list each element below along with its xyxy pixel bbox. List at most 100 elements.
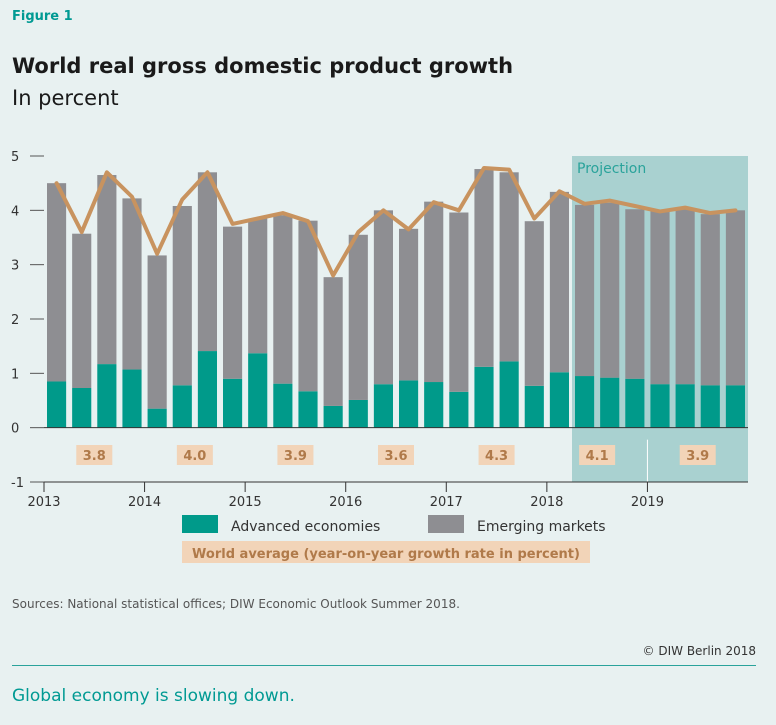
legend-label-advanced: Advanced economies — [231, 519, 380, 535]
bar-emerging — [575, 204, 595, 377]
bar-advanced — [399, 380, 419, 428]
bar-emerging — [449, 212, 469, 392]
legend-label-emerging: Emerging markets — [477, 519, 606, 535]
bar-emerging — [549, 191, 569, 373]
bar-emerging — [600, 202, 620, 378]
bar-advanced — [348, 399, 368, 428]
x-tick-label: 2015 — [229, 495, 262, 510]
figure-label: Figure 1 — [12, 9, 73, 24]
footer-caption: Global economy is slowing down. — [12, 686, 295, 706]
annual-average-value: 3.9 — [686, 449, 709, 464]
bar-emerging — [172, 205, 192, 386]
bar-advanced — [449, 391, 469, 428]
bar-advanced — [47, 381, 67, 428]
projection-label: Projection — [577, 161, 646, 177]
y-tick-label: 4 — [11, 204, 19, 219]
bar-advanced — [223, 378, 243, 428]
y-tick-label: 3 — [11, 259, 19, 274]
annual-average-box — [277, 445, 314, 465]
bar-emerging — [474, 169, 494, 367]
annual-average-value: 4.3 — [485, 449, 508, 464]
bar-advanced — [524, 385, 544, 428]
legend-swatch-advanced — [182, 515, 218, 533]
annual-average-box — [478, 445, 515, 465]
annual-average-value: 4.1 — [586, 449, 609, 464]
legend-swatch-emerging — [428, 515, 464, 533]
copyright-note: © DIW Berlin 2018 — [642, 644, 756, 658]
bar-emerging — [197, 172, 217, 352]
bar-emerging — [650, 211, 670, 385]
chart-title: World real gross domestic product growth — [12, 54, 514, 78]
bar-emerging — [675, 208, 695, 385]
bar-advanced — [172, 385, 192, 428]
sources-note: Sources: National statistical offices; D… — [12, 597, 460, 611]
bar-emerging — [524, 221, 544, 386]
bar-emerging — [373, 210, 393, 385]
bar-emerging — [323, 277, 343, 406]
x-tick-label: 2018 — [530, 495, 563, 510]
annual-average-value: 3.9 — [284, 449, 307, 464]
annual-average-box — [76, 445, 113, 465]
bar-advanced — [323, 405, 343, 428]
bar-emerging — [72, 233, 92, 389]
bar-emerging — [298, 220, 318, 392]
y-tick-label: -1 — [11, 476, 24, 491]
x-tick-label: 2016 — [329, 495, 362, 510]
bar-emerging — [499, 172, 519, 362]
bar-advanced — [625, 378, 645, 428]
bar-advanced — [600, 377, 620, 428]
y-tick-label: 2 — [11, 313, 19, 328]
y-tick-label: 0 — [11, 422, 19, 437]
bar-emerging — [223, 226, 243, 379]
annual-average-box — [176, 445, 213, 465]
bar-emerging — [248, 218, 268, 354]
bar-advanced — [273, 383, 293, 428]
bar-emerging — [97, 175, 117, 365]
bar-advanced — [474, 366, 494, 428]
annual-average-value: 4.0 — [183, 449, 206, 464]
bar-advanced — [122, 369, 142, 428]
bar-emerging — [725, 210, 745, 386]
x-tick-label: 2013 — [27, 495, 60, 510]
bar-advanced — [197, 351, 217, 428]
bar-advanced — [650, 384, 670, 428]
bar-emerging — [399, 228, 419, 381]
bar-emerging — [147, 255, 167, 409]
bar-advanced — [298, 391, 318, 428]
annual-average-box — [378, 445, 414, 465]
bar-advanced — [373, 384, 393, 428]
bar-advanced — [549, 372, 569, 428]
bar-emerging — [700, 214, 720, 386]
world-average-line — [54, 165, 738, 278]
y-tick-label: 1 — [11, 367, 19, 382]
bar-emerging — [47, 183, 67, 382]
x-tick-label: 2017 — [430, 495, 463, 510]
chart-subtitle: In percent — [12, 86, 119, 110]
bar-emerging — [122, 198, 142, 370]
bar-advanced — [675, 384, 695, 428]
bar-advanced — [575, 376, 595, 428]
legend-world-box — [182, 541, 590, 563]
bar-advanced — [72, 388, 92, 428]
bar-advanced — [700, 385, 720, 428]
legend-label-world: World average (year-on-year growth rate … — [192, 547, 580, 562]
annual-average-value: 3.6 — [384, 449, 407, 464]
bar-advanced — [424, 382, 444, 428]
annual-average-box — [579, 445, 616, 465]
bar-emerging — [424, 201, 444, 383]
y-tick-label: 5 — [11, 150, 19, 165]
bar-advanced — [725, 385, 745, 428]
bar-emerging — [625, 209, 645, 379]
bar-advanced — [97, 364, 117, 428]
annual-average-value: 3.8 — [83, 449, 106, 464]
divider — [12, 665, 756, 666]
bar-advanced — [248, 353, 268, 428]
chart: Projection -1 0 1 2 3 4 5 3.8 4.0 3.9 3.6 4.3 4.1 3.9 2… — [11, 150, 748, 563]
bar-emerging — [273, 215, 293, 384]
annual-average-box — [679, 445, 716, 465]
x-tick-label: 2014 — [128, 495, 161, 510]
bar-advanced — [147, 408, 167, 428]
x-tick-label: 2019 — [631, 495, 664, 510]
bar-advanced — [499, 361, 519, 428]
bar-emerging — [348, 234, 368, 400]
